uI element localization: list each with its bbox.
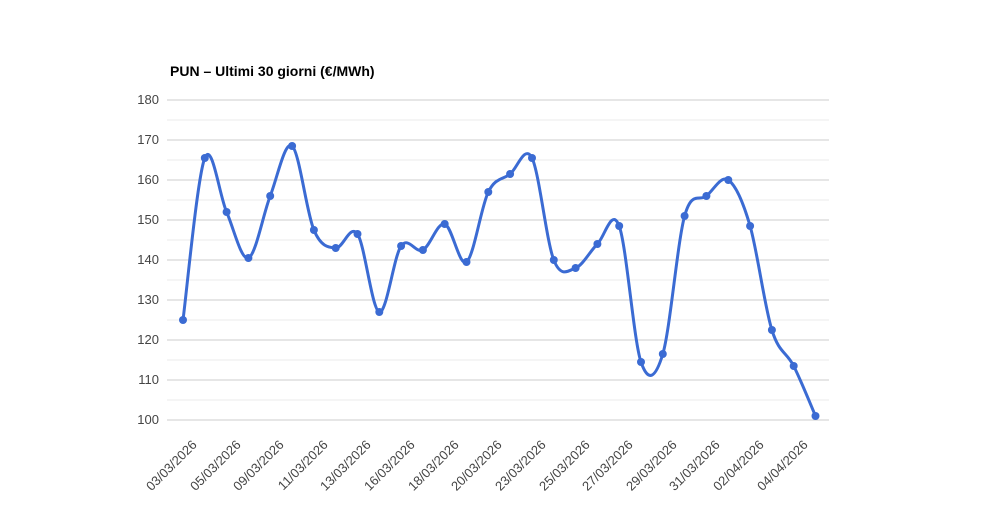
y-axis-tick-label: 120	[137, 332, 159, 347]
data-point-marker[interactable]	[244, 254, 253, 262]
data-point-marker[interactable]	[353, 230, 362, 238]
y-axis-tick-label: 180	[137, 92, 159, 107]
data-point-marker[interactable]	[637, 358, 645, 366]
data-point-marker[interactable]	[593, 240, 602, 248]
y-axis-tick-label: 100	[137, 412, 159, 427]
y-axis-tick-label: 130	[137, 292, 159, 307]
y-axis-tick-label: 170	[137, 132, 159, 147]
y-axis-tick-label: 110	[138, 372, 159, 387]
data-point-marker[interactable]	[615, 222, 624, 230]
chart-title: PUN – Ultimi 30 giorni (€/MWh)	[170, 63, 375, 79]
data-point-marker[interactable]	[397, 242, 406, 250]
data-point-marker[interactable]	[418, 246, 427, 254]
data-point-marker[interactable]	[811, 412, 820, 420]
data-point-marker[interactable]	[288, 142, 297, 150]
data-point-marker[interactable]	[789, 362, 798, 370]
data-point-marker[interactable]	[746, 222, 755, 230]
data-point-marker[interactable]	[549, 256, 558, 264]
data-point-marker[interactable]	[658, 350, 667, 358]
data-point-marker[interactable]	[702, 192, 711, 200]
data-point-marker[interactable]	[680, 212, 689, 220]
data-point-marker[interactable]	[200, 154, 209, 162]
data-point-marker[interactable]	[266, 192, 275, 200]
data-point-marker[interactable]	[462, 258, 471, 266]
data-point-marker[interactable]	[222, 208, 231, 216]
data-point-marker[interactable]	[506, 170, 515, 178]
data-point-marker[interactable]	[528, 154, 536, 162]
data-point-marker[interactable]	[571, 264, 580, 272]
y-axis-tick-label: 150	[137, 212, 159, 227]
data-point-marker[interactable]	[331, 244, 340, 252]
pun-line-series	[181, 144, 817, 418]
y-axis-tick-label: 140	[137, 252, 159, 267]
data-point-marker[interactable]	[375, 308, 384, 316]
data-point-marker[interactable]	[767, 326, 776, 334]
y-axis-tick-label: 160	[137, 172, 159, 187]
data-point-marker[interactable]	[309, 226, 318, 234]
data-point-marker[interactable]	[440, 220, 449, 228]
data-point-marker[interactable]	[179, 316, 187, 324]
data-point-marker[interactable]	[724, 176, 733, 184]
data-point-marker[interactable]	[484, 188, 493, 196]
